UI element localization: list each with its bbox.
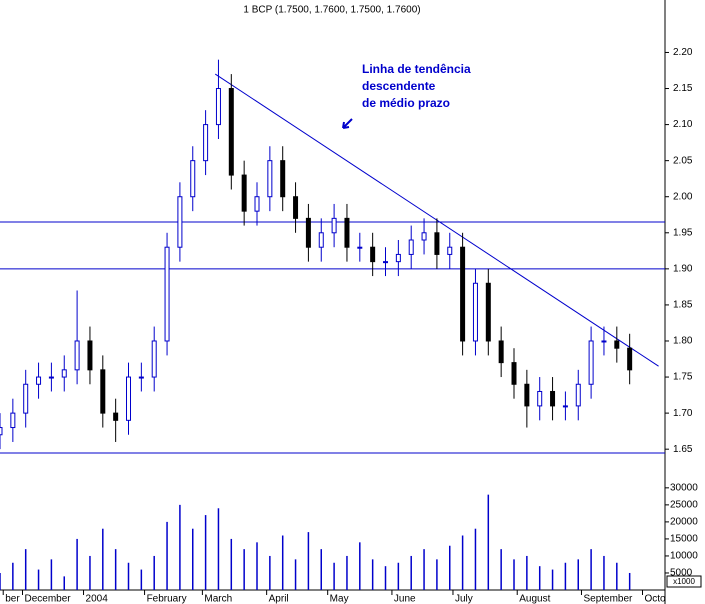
x-tick-label: ber bbox=[5, 594, 20, 604]
x-tick-label: September bbox=[583, 594, 633, 604]
candle-body bbox=[562, 405, 568, 408]
y-tick-label: 10000 bbox=[670, 551, 698, 562]
candle-body bbox=[126, 376, 132, 421]
candle-body bbox=[331, 217, 337, 234]
candle-body bbox=[370, 246, 376, 263]
candle-body bbox=[357, 246, 363, 249]
candle-body bbox=[408, 239, 414, 255]
candle-body bbox=[36, 376, 42, 385]
candle-body bbox=[267, 160, 273, 198]
y-tick-label: 5000 bbox=[670, 568, 693, 579]
candle-body bbox=[588, 340, 594, 385]
x-tick-label: June bbox=[394, 594, 416, 604]
y-tick-label: 15000 bbox=[670, 534, 698, 545]
x-tick-label: April bbox=[269, 594, 289, 604]
candle-body bbox=[460, 246, 466, 342]
y-tick-label: 25000 bbox=[670, 500, 698, 511]
y-tick-label: 1.90 bbox=[673, 263, 693, 274]
y-tick-label: 2.05 bbox=[673, 155, 693, 166]
y-tick-label: 1.70 bbox=[673, 408, 693, 419]
x-tick-label: July bbox=[455, 594, 473, 604]
candle-body bbox=[215, 88, 221, 126]
y-tick-label: 1.65 bbox=[673, 444, 693, 455]
x-tick-label: 2004 bbox=[86, 594, 109, 604]
candle-body bbox=[190, 160, 196, 198]
candle-body bbox=[472, 282, 478, 342]
candle-body bbox=[575, 383, 581, 407]
annotation: de médio prazo bbox=[362, 96, 450, 110]
candle-body bbox=[151, 340, 157, 378]
volume-unit: x1000 bbox=[673, 577, 695, 586]
annotation: Linha de tendência bbox=[362, 62, 471, 76]
candle-body bbox=[614, 340, 620, 349]
candle-body bbox=[498, 340, 504, 364]
y-tick-label: 1.95 bbox=[673, 227, 693, 238]
annotation: descendente bbox=[362, 79, 436, 93]
candle-body bbox=[164, 246, 170, 342]
candle-body bbox=[447, 246, 453, 255]
y-tick-label: 30000 bbox=[670, 482, 698, 493]
y-tick-label: 2.20 bbox=[673, 47, 693, 58]
candle-body bbox=[87, 340, 93, 371]
candle-body bbox=[601, 340, 607, 343]
candle-body bbox=[228, 88, 234, 176]
candle-body bbox=[550, 390, 556, 407]
y-tick-label: 2.15 bbox=[673, 83, 693, 94]
candle-body bbox=[61, 369, 67, 378]
candle-body bbox=[627, 347, 633, 371]
candle-body bbox=[318, 232, 324, 248]
candle-body bbox=[113, 412, 119, 421]
x-tick-label: March bbox=[204, 594, 232, 604]
candle-body bbox=[10, 412, 16, 429]
candle-body bbox=[344, 217, 350, 248]
candle-body bbox=[511, 362, 517, 385]
y-tick-label: 1.85 bbox=[673, 300, 693, 311]
candle-body bbox=[537, 390, 543, 407]
candle-body bbox=[280, 160, 286, 198]
candle-body bbox=[0, 427, 3, 436]
candle-body bbox=[485, 282, 491, 342]
y-tick-label: 1.75 bbox=[673, 372, 693, 383]
y-tick-label: 2.00 bbox=[673, 191, 693, 202]
unit-box bbox=[666, 575, 702, 588]
x-tick-label: December bbox=[24, 594, 71, 604]
candle-body bbox=[203, 124, 209, 162]
candle-body bbox=[48, 376, 54, 379]
candle-body bbox=[434, 232, 440, 255]
y-tick-label: 2.10 bbox=[673, 119, 693, 130]
candle-body bbox=[254, 196, 260, 212]
candle-body bbox=[23, 383, 29, 414]
candle-body bbox=[395, 253, 401, 263]
candle-body bbox=[74, 340, 80, 371]
candle-body bbox=[383, 261, 389, 264]
y-tick-label: 20000 bbox=[670, 517, 698, 528]
candle-body bbox=[524, 383, 530, 407]
y-tick-label: 1.80 bbox=[673, 336, 693, 347]
candle-body bbox=[241, 174, 247, 212]
candle-body bbox=[305, 217, 311, 248]
annotation-arrow bbox=[342, 118, 353, 129]
candle-body bbox=[100, 369, 106, 414]
chart-title: 1 BCP (1.7500, 1.7600, 1.7500, 1.7600) bbox=[243, 5, 420, 16]
candle-body bbox=[421, 232, 427, 241]
x-tick-label: February bbox=[147, 594, 187, 604]
x-tick-label: May bbox=[330, 594, 349, 604]
candle-body bbox=[138, 376, 144, 379]
x-tick-label: August bbox=[519, 594, 550, 604]
x-tick-label: Octo bbox=[645, 594, 667, 604]
candle-body bbox=[293, 196, 299, 219]
candle-body bbox=[177, 196, 183, 248]
